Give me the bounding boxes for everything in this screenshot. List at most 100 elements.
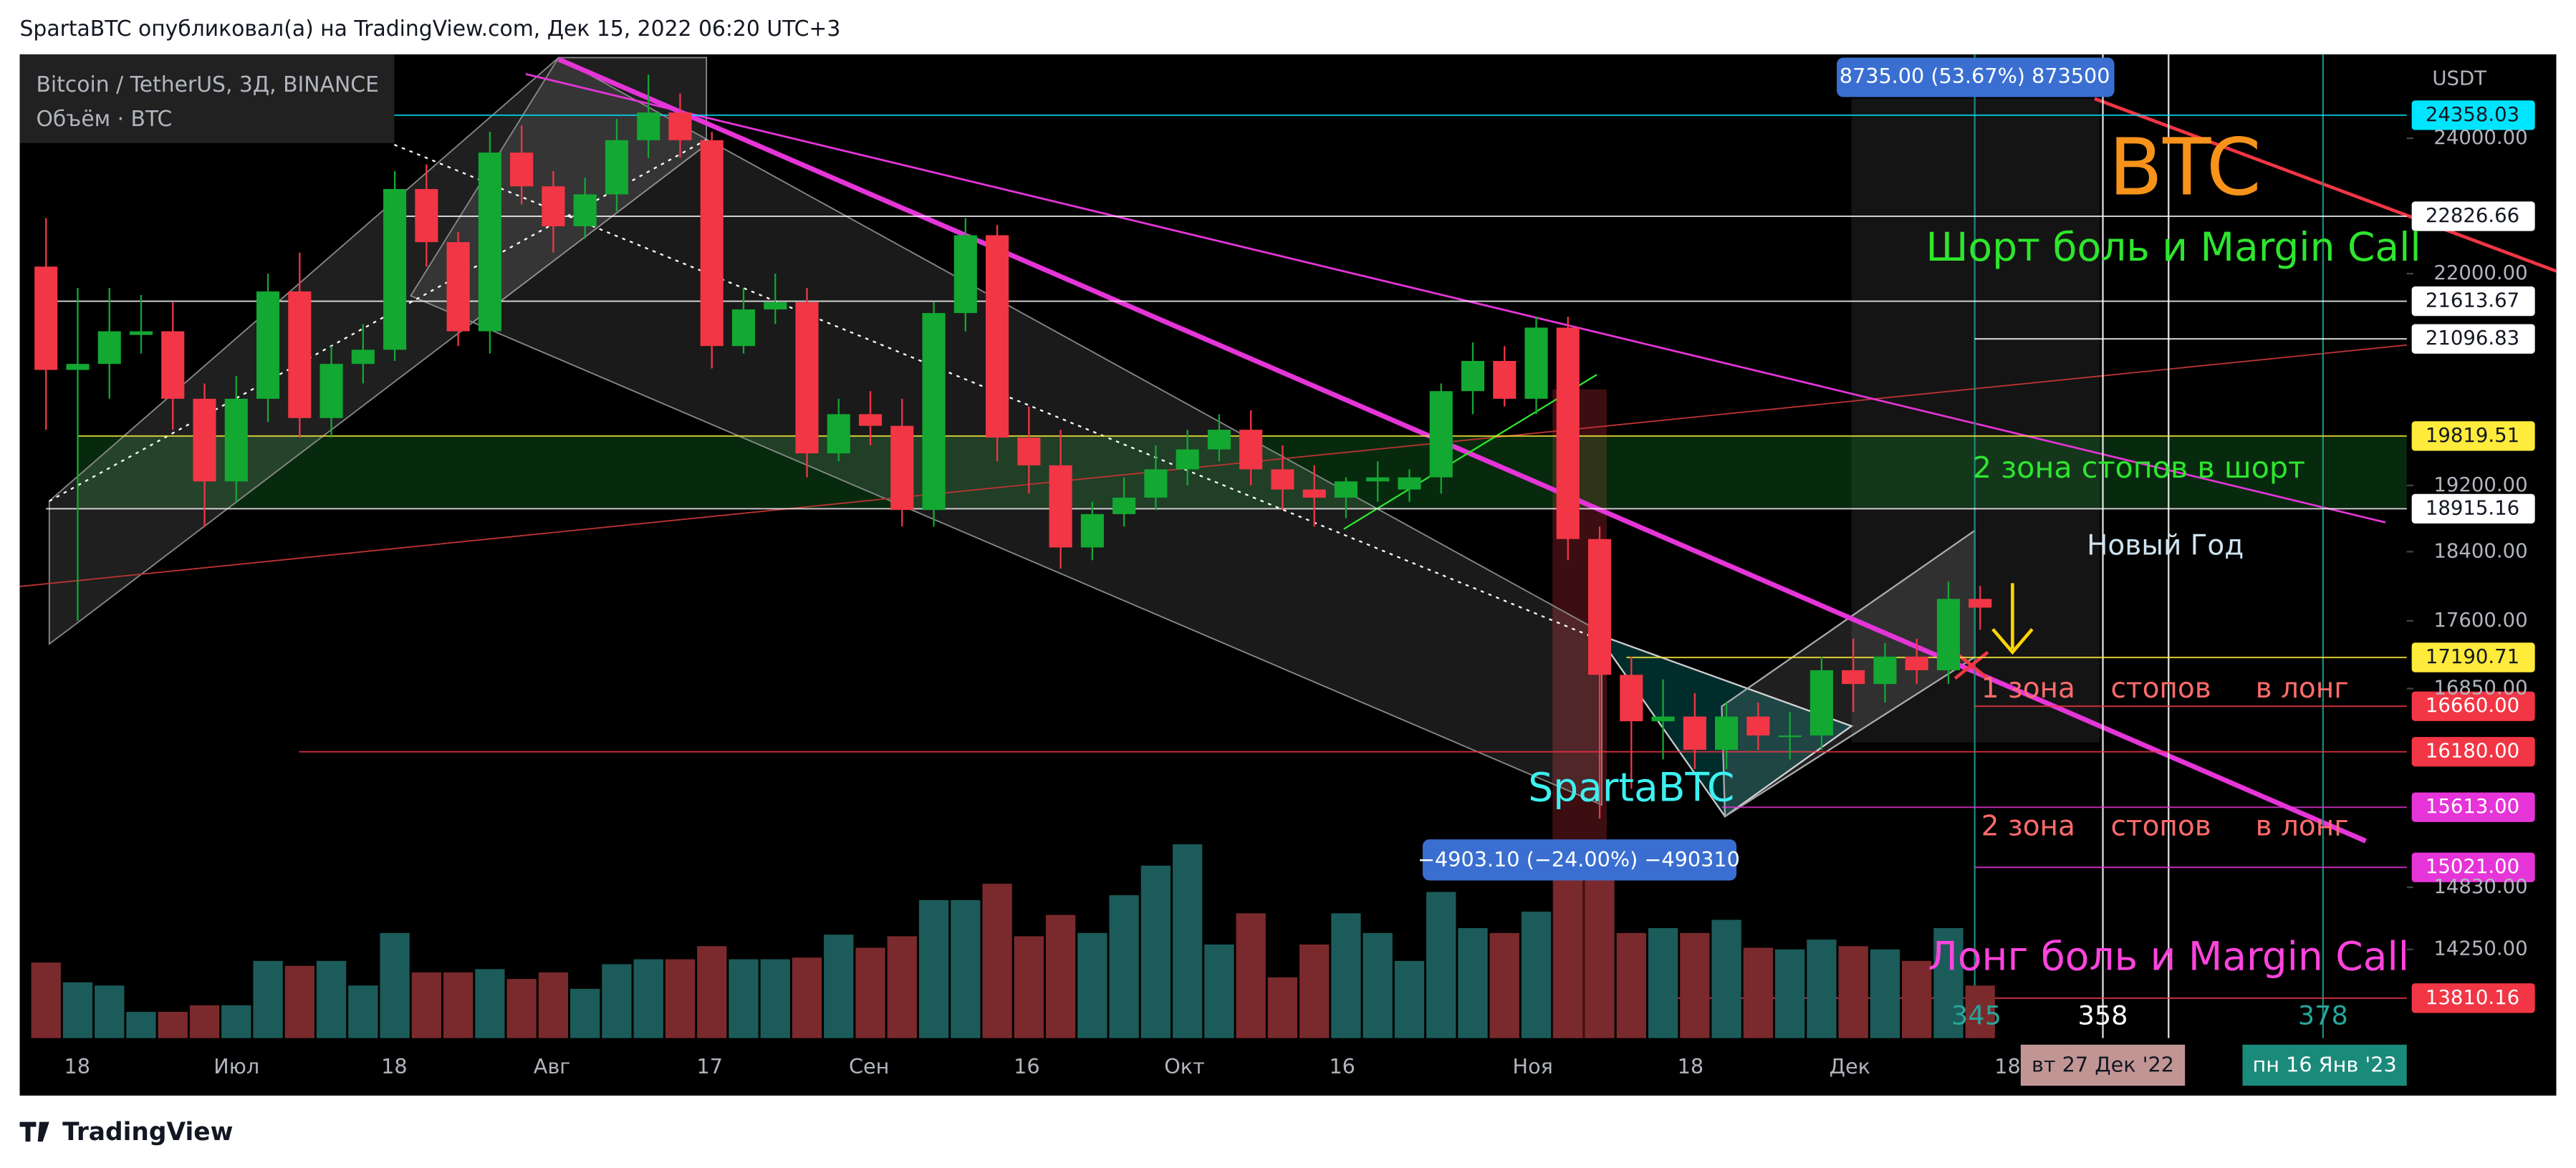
volume-bar [602, 964, 632, 1038]
candle-body [1620, 675, 1643, 722]
annotation: SpartaBTC [1528, 764, 1734, 810]
candle-body [288, 291, 312, 418]
volume-bar [1236, 913, 1266, 1038]
volume-bar [1489, 932, 1519, 1038]
annotation: Лонг боль и Margin Call [1928, 934, 2409, 980]
x-tick-label: Июл [213, 1054, 259, 1078]
volume-bar [665, 959, 696, 1038]
date-badge-text: вт 27 Дек '22 [2032, 1053, 2174, 1077]
y-tick-label: 14830.00 [2433, 875, 2527, 898]
level-box [2411, 691, 2535, 721]
candle-body [827, 414, 850, 454]
level-box [2411, 324, 2535, 354]
candle-body [1587, 539, 1612, 675]
candle-body [510, 153, 534, 187]
x-axis: 24000.00 22000.00 19200.00 18400.00 17600.00… [64, 126, 2528, 1078]
candle-body [193, 398, 216, 482]
volume-bar [887, 936, 917, 1038]
trend-line [19, 344, 2407, 587]
volume-bar [348, 985, 378, 1038]
volume-bar [918, 899, 949, 1038]
x-tick-label: 18 [64, 1054, 90, 1078]
levels: 24358.03 22826.66 21613.67 21096.83 19819.51… [46, 100, 2535, 1013]
level-box [2411, 737, 2535, 767]
volume-bar [380, 932, 410, 1038]
candle-body [858, 414, 883, 426]
trend-line [1343, 374, 1597, 530]
candle-body [1524, 327, 1548, 399]
annotation: 2 зона стопов в лонг [1981, 811, 2349, 843]
bar-count: 345 [1951, 1000, 2001, 1031]
candles [34, 74, 1992, 819]
candle-body [1461, 360, 1485, 392]
candle-body [383, 188, 407, 350]
volume-bar [1331, 913, 1361, 1038]
trend-line [557, 57, 2367, 844]
volume-bar [1774, 949, 1805, 1038]
candle-body [1905, 656, 1928, 670]
level-label: 16180.00 [2426, 740, 2519, 763]
volume-bar [824, 935, 854, 1038]
candle-body [256, 291, 280, 399]
y-tick-label: 16850.00 [2433, 677, 2527, 700]
candle-body [1398, 477, 1421, 490]
candle-body [542, 186, 565, 226]
y-tick-label: 24000.00 [2433, 126, 2527, 149]
level-label: 17190.71 [2426, 645, 2519, 668]
candle-body [1683, 716, 1706, 750]
y-tick-label: 22000.00 [2433, 261, 2527, 284]
candle-body [1493, 360, 1517, 399]
candle-body [700, 140, 724, 347]
volume-bar [1902, 960, 1932, 1038]
volume-bar [189, 1005, 220, 1038]
volume-bar [316, 960, 347, 1038]
date-badge [2020, 1044, 2186, 1086]
volume-bar [443, 972, 474, 1038]
volume-bar [1077, 932, 1107, 1038]
level-box [2411, 493, 2535, 524]
x-tick-label: Авг [534, 1054, 571, 1078]
volume-bar [1426, 892, 1456, 1038]
level-box [2411, 100, 2535, 130]
volume-bar [126, 1011, 156, 1038]
candle-body [953, 235, 977, 314]
candle-body [1969, 599, 1992, 608]
x-tick-label: 16 [1014, 1054, 1039, 1078]
candle-body [573, 194, 597, 226]
level-box [2411, 201, 2535, 231]
volume-bar [1585, 857, 1615, 1038]
y-tick-label: 14250.00 [2433, 937, 2527, 960]
level-label: 19819.51 [2426, 424, 2519, 447]
volume-bar [633, 959, 663, 1038]
level-label: 21096.83 [2426, 327, 2519, 349]
candle-body [1271, 469, 1294, 490]
candle-body [605, 140, 628, 195]
candle-body [161, 331, 185, 399]
dotted-line [49, 139, 707, 502]
candle-body [1746, 716, 1770, 736]
chart-pane [19, 54, 2557, 1096]
volume-bar [760, 959, 790, 1038]
candle-body [1366, 477, 1390, 482]
candle-body [34, 266, 58, 370]
candle-body [97, 331, 121, 365]
volume-bar [506, 979, 537, 1038]
annotation: Новый Год [2087, 529, 2244, 561]
y-tick-label: 19200.00 [2433, 473, 2527, 496]
volume-bar [1299, 944, 1330, 1038]
x-tick-label: 16 [1329, 1054, 1355, 1078]
volume-bar [1870, 949, 1900, 1038]
x-tick-label: Сен [849, 1054, 889, 1078]
volume-bar [1711, 920, 1741, 1038]
x-tick-label: Окт [1164, 1054, 1205, 1078]
level-box [2411, 421, 2535, 451]
candle-body [1651, 716, 1675, 722]
candle-body [890, 425, 914, 511]
measure: −4903.10 (−24.00%) −490310 [1418, 847, 1740, 872]
legend-bg [19, 54, 395, 143]
candle-body [922, 313, 946, 511]
level-box [2411, 852, 2535, 882]
volume-bar [1394, 960, 1425, 1038]
candle-body [1873, 656, 1897, 685]
